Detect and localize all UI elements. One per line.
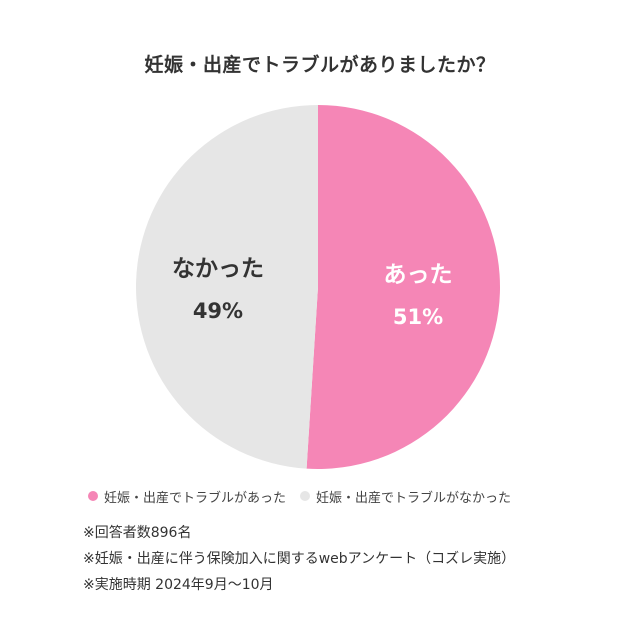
notes: ※回答者数896名 ※妊娠・出産に伴う保険加入に関するwebアンケート（コズレ実… bbox=[83, 520, 515, 598]
legend-label-no: 妊娠・出産でトラブルがなかった bbox=[316, 490, 512, 506]
slice-percent-yes: 51% bbox=[393, 305, 443, 329]
legend-item-no: 妊娠・出産でトラブルがなかった bbox=[300, 487, 511, 506]
pie-slice-no bbox=[135, 105, 318, 469]
chart-title: 妊娠・出産でトラブルがありましたか？ bbox=[144, 54, 496, 76]
legend-dot-no bbox=[300, 491, 311, 501]
note-respondents: ※回答者数896名 bbox=[83, 525, 192, 541]
legend-dot-yes bbox=[88, 491, 98, 501]
note-survey-source: ※妊娠・出産に伴う保険加入に関するwebアンケート（コズレ実施） bbox=[83, 551, 516, 567]
slice-label-yes: あった bbox=[384, 262, 453, 288]
slice-label-no: なかった bbox=[172, 256, 264, 282]
legend: 妊娠・出産でトラブルがあった 妊娠・出産でトラブルがなかった bbox=[88, 486, 525, 506]
slice-percent-no: 49% bbox=[193, 299, 243, 323]
legend-item-yes: 妊娠・出産でトラブルがあった bbox=[88, 487, 286, 506]
legend-label-yes: 妊娠・出産でトラブルがあった bbox=[104, 490, 287, 506]
note-survey-period: ※実施時期 2024年9月〜10月 bbox=[83, 577, 274, 593]
pie-slice-yes bbox=[306, 105, 500, 469]
